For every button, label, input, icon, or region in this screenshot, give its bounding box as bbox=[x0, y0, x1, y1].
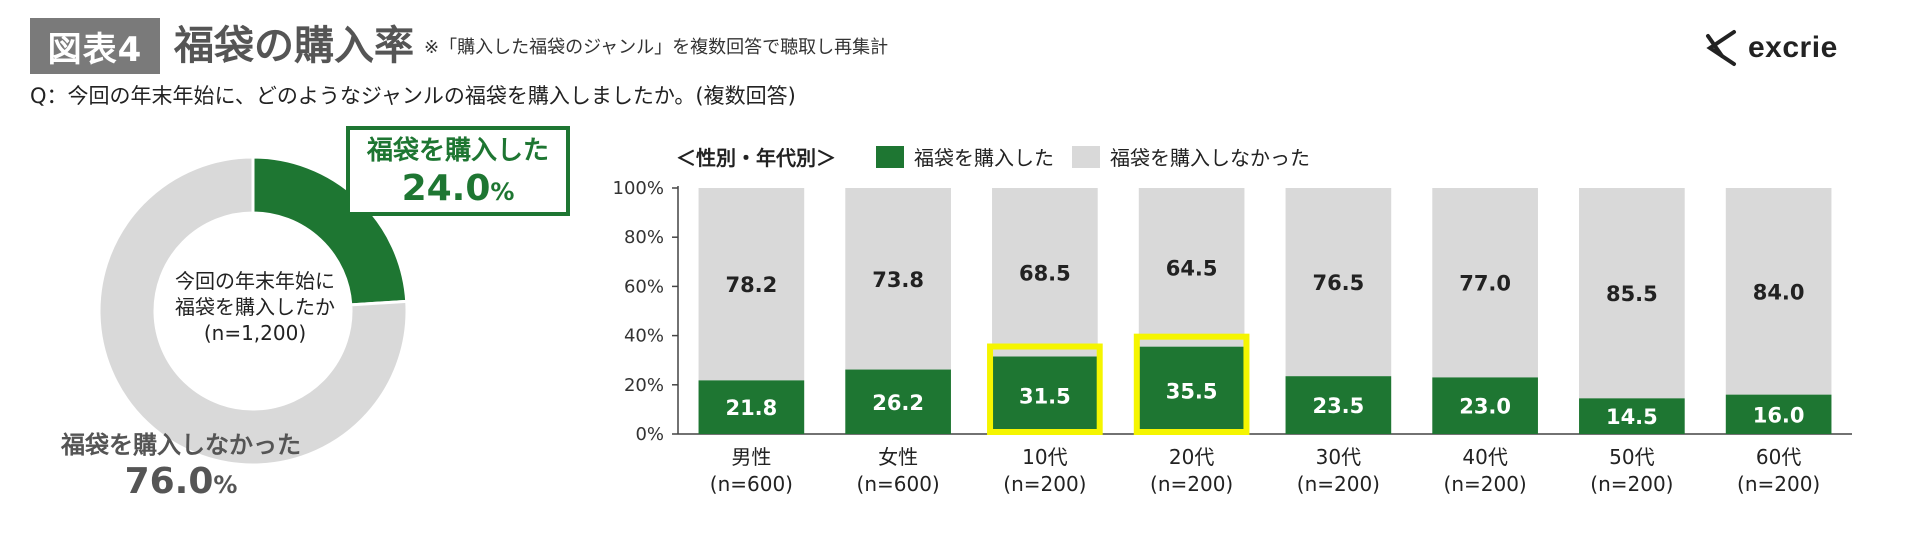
bar-segment-not-bought bbox=[698, 188, 805, 381]
logo-mark-icon bbox=[1706, 30, 1736, 66]
bar-value-label-bought: 14.5 bbox=[1606, 405, 1658, 429]
bar-value-label-bought: 31.5 bbox=[1019, 384, 1071, 408]
x-category-label: (n=600) bbox=[710, 472, 793, 496]
legend-item-not-bought: 福袋を購入しなかった bbox=[1072, 142, 1310, 171]
bought-callout-value: 24.0 bbox=[401, 168, 491, 209]
x-category-label: 10代 bbox=[1022, 445, 1067, 469]
x-category-label: (n=600) bbox=[857, 472, 940, 496]
x-category-label: 女性 bbox=[878, 445, 918, 469]
bar-segment-not-bought bbox=[845, 188, 951, 370]
figure-number-tag: 図表4 bbox=[30, 18, 160, 74]
bar-value-label-bought: 26.2 bbox=[872, 391, 924, 415]
x-category-label: (n=200) bbox=[1590, 472, 1673, 496]
bar-segment-bought bbox=[992, 356, 1098, 434]
bar-value-label-not-bought: 85.5 bbox=[1606, 282, 1658, 306]
bar-value-label-bought: 23.0 bbox=[1459, 395, 1511, 419]
bought-callout-unit: % bbox=[490, 178, 515, 206]
bar-highlight-frame bbox=[987, 343, 1103, 436]
logo-text: excrie bbox=[1748, 31, 1838, 64]
x-category-label: 50代 bbox=[1609, 445, 1654, 469]
x-category-label: (n=200) bbox=[1003, 472, 1086, 496]
title-note: ※「購入した福袋のジャンル」を複数回答で聴取し再集計 bbox=[424, 37, 889, 58]
bought-callout-value-wrap: 24.0% bbox=[350, 168, 566, 213]
legend-heading: ＜性別・年代別＞ bbox=[676, 146, 836, 170]
bar-segment-bought bbox=[698, 380, 805, 434]
bar-segment-bought bbox=[1579, 398, 1685, 434]
bar-value-label-not-bought: 84.0 bbox=[1753, 280, 1805, 304]
bar-segment-not-bought bbox=[1138, 188, 1245, 347]
legend-label-bought: 福袋を購入した bbox=[914, 146, 1054, 170]
x-category-label: 30代 bbox=[1316, 445, 1361, 469]
legend-label-not-bought: 福袋を購入しなかった bbox=[1110, 146, 1310, 170]
not-bought-callout-unit: % bbox=[213, 471, 238, 499]
bar-segment-not-bought bbox=[1725, 188, 1832, 395]
donut-chart bbox=[97, 155, 409, 467]
not-bought-callout-label: 福袋を購入しなかった bbox=[61, 431, 301, 459]
legend-swatch-bought bbox=[876, 145, 904, 168]
donut-slice-bought bbox=[251, 155, 409, 307]
bar-value-label-bought: 21.8 bbox=[725, 396, 777, 420]
x-category-label: 40代 bbox=[1462, 445, 1507, 469]
bar-segment-bought bbox=[1725, 394, 1832, 434]
x-category-label: 20代 bbox=[1169, 445, 1214, 469]
donut-center-line-3: (n=1,200) bbox=[203, 321, 307, 345]
bar-segment-bought bbox=[845, 369, 951, 434]
bar-value-label-not-bought: 73.8 bbox=[872, 268, 924, 292]
bar-highlight-frame bbox=[1133, 333, 1250, 436]
not-bought-callout-value-wrap: 76.0% bbox=[56, 460, 306, 507]
bought-callout: 福袋を購入した 24.0% bbox=[346, 126, 570, 216]
not-bought-callout: 福袋を購入しなかった 76.0% bbox=[56, 430, 306, 507]
bar-value-label-not-bought: 76.5 bbox=[1312, 271, 1364, 295]
not-bought-callout-value: 76.0 bbox=[124, 461, 214, 502]
legend-swatch-not-bought bbox=[1072, 145, 1100, 168]
bar-value-label-not-bought: 64.5 bbox=[1166, 256, 1218, 280]
survey-question: Q：今回の年末年始に、どのようなジャンルの福袋を購入しましたか。(複数回答) bbox=[30, 84, 796, 108]
x-category-label: 男性 bbox=[731, 445, 771, 469]
bar-segment-bought bbox=[1432, 377, 1538, 434]
y-tick-label: 0% bbox=[635, 424, 664, 445]
y-tick-label: 60% bbox=[624, 276, 664, 297]
donut-center-label: 今回の年末年始に 福袋を購入したか (n=1,200) bbox=[150, 268, 360, 346]
legend-item-bought: 福袋を購入した bbox=[876, 142, 1054, 171]
bar-segment-not-bought bbox=[1285, 188, 1392, 377]
donut-center-line-1: 今回の年末年始に bbox=[175, 269, 335, 293]
donut-center-line-2: 福袋を購入したか bbox=[175, 295, 335, 319]
bar-value-label-not-bought: 68.5 bbox=[1019, 261, 1071, 285]
bar-value-label-bought: 16.0 bbox=[1753, 403, 1805, 427]
bar-segment-not-bought bbox=[1432, 188, 1538, 378]
x-category-label: (n=200) bbox=[1150, 472, 1233, 496]
x-category-label: (n=200) bbox=[1737, 472, 1820, 496]
x-category-label: (n=200) bbox=[1444, 472, 1527, 496]
page-title: 福袋の購入率 bbox=[174, 23, 414, 69]
x-category-label: 60代 bbox=[1756, 445, 1801, 469]
chart-legend: ＜性別・年代別＞ 福袋を購入した 福袋を購入しなかった bbox=[676, 142, 1328, 171]
y-tick-label: 80% bbox=[624, 227, 664, 248]
bar-value-label-not-bought: 78.2 bbox=[725, 273, 777, 297]
bought-callout-label: 福袋を購入した bbox=[366, 136, 549, 166]
excrie-logo: excrie bbox=[1700, 26, 1870, 70]
bar-value-label-not-bought: 77.0 bbox=[1459, 272, 1511, 296]
y-tick-label: 20% bbox=[624, 375, 664, 396]
bar-segment-bought bbox=[1138, 346, 1245, 434]
donut-slice-not-bought bbox=[97, 155, 409, 467]
bar-segment-bought bbox=[1285, 376, 1392, 434]
y-tick-label: 40% bbox=[624, 326, 664, 347]
bar-segment-not-bought bbox=[1579, 188, 1685, 399]
bar-segment-not-bought bbox=[992, 188, 1098, 357]
bar-value-label-bought: 23.5 bbox=[1312, 394, 1364, 418]
y-tick-label: 100% bbox=[613, 178, 664, 199]
bar-value-label-bought: 35.5 bbox=[1166, 379, 1218, 403]
x-category-label: (n=200) bbox=[1297, 472, 1380, 496]
